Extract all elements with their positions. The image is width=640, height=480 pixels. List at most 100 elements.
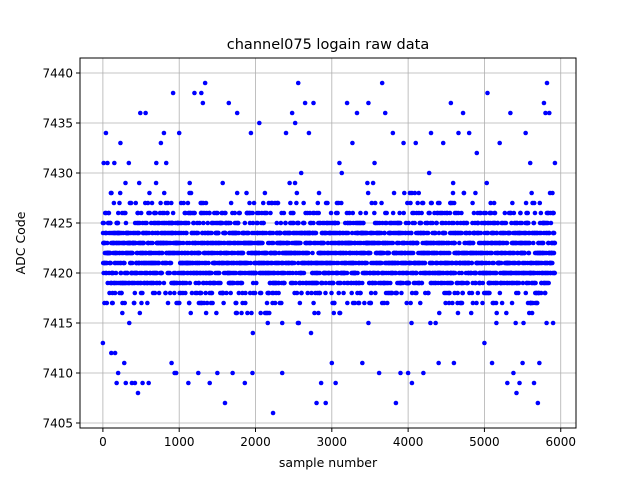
data-point [187, 280, 193, 286]
data-point [141, 240, 147, 246]
data-point [464, 220, 470, 226]
data-point [137, 310, 143, 316]
data-point [108, 260, 114, 266]
data-point [188, 190, 194, 196]
data-point-outlier [436, 360, 441, 366]
data-point [247, 290, 253, 296]
data-point [443, 220, 449, 226]
data-point [493, 300, 499, 306]
data-point [522, 250, 527, 256]
data-point-outlier [333, 380, 338, 386]
data-point [145, 300, 150, 306]
data-point [457, 240, 462, 246]
data-point [344, 270, 350, 276]
data-point [104, 240, 110, 246]
data-point [358, 210, 363, 216]
data-point [219, 220, 225, 226]
data-point [486, 260, 492, 266]
data-point [196, 280, 202, 286]
data-point-outlier [527, 160, 533, 166]
x-tick-label: 0 [99, 435, 107, 449]
chart-title: channel075 logain raw data [227, 37, 429, 53]
data-point [233, 270, 239, 276]
data-point [254, 280, 259, 286]
data-point [281, 210, 287, 216]
data-point [390, 210, 396, 216]
data-point [430, 220, 435, 226]
data-point-outlier [158, 140, 164, 146]
data-point-outlier [289, 110, 295, 116]
data-point [452, 240, 458, 246]
data-point [358, 290, 363, 296]
data-point-outlier [215, 370, 220, 376]
data-point [263, 230, 269, 236]
data-point [293, 280, 298, 286]
data-point [426, 290, 431, 296]
data-point-outlier [329, 360, 335, 366]
data-point [266, 290, 272, 296]
data-point [218, 280, 223, 286]
data-point-outlier [466, 130, 472, 136]
data-point-outlier [413, 140, 419, 146]
data-point-outlier [535, 400, 541, 406]
data-point [519, 220, 525, 226]
data-point [234, 310, 240, 316]
data-point [511, 210, 517, 216]
data-point-outlier [170, 90, 176, 96]
data-point [523, 290, 529, 296]
data-point-outlier [200, 100, 206, 106]
data-point [233, 300, 239, 306]
data-point [379, 260, 384, 266]
data-point [459, 270, 465, 276]
data-point [329, 290, 334, 296]
data-point [437, 200, 442, 206]
data-point [172, 270, 178, 276]
data-point [365, 190, 371, 196]
data-point-outlier [489, 360, 495, 366]
data-point-outlier [311, 100, 316, 106]
data-point [370, 180, 376, 186]
data-point [408, 300, 413, 306]
data-point [507, 230, 513, 236]
data-point-outlier [428, 130, 434, 136]
data-point [282, 270, 287, 276]
data-point [168, 260, 174, 266]
data-point [491, 200, 497, 206]
data-point [488, 200, 493, 206]
data-point [101, 220, 107, 226]
data-point [542, 290, 548, 296]
y-tick-label: 7440 [42, 67, 73, 81]
data-point-outlier [354, 110, 360, 116]
data-point [283, 220, 288, 226]
data-point [450, 190, 456, 196]
data-point [412, 190, 418, 196]
data-point [158, 200, 163, 206]
data-point [408, 200, 413, 206]
data-point-outlier [108, 350, 114, 356]
data-point [409, 290, 415, 296]
y-tick-label: 7415 [42, 317, 73, 331]
data-point [460, 290, 466, 296]
data-point-outlier [409, 380, 415, 386]
data-point [474, 300, 479, 306]
data-point [123, 210, 128, 216]
data-point [480, 280, 486, 286]
data-point [503, 220, 509, 226]
data-point-outlier [132, 380, 138, 386]
data-point [419, 210, 424, 216]
data-point [237, 210, 243, 216]
data-point-outlier [234, 110, 240, 116]
data-point [258, 290, 264, 296]
data-point [384, 300, 390, 306]
data-point-outlier [508, 110, 513, 116]
data-point [294, 290, 300, 296]
data-point [402, 190, 407, 196]
data-point [468, 310, 474, 316]
data-point [425, 230, 431, 236]
data-point [110, 300, 115, 306]
data-point [509, 220, 514, 226]
data-point [207, 210, 212, 216]
data-point [265, 320, 271, 326]
data-point [228, 220, 233, 226]
data-point [393, 270, 399, 276]
